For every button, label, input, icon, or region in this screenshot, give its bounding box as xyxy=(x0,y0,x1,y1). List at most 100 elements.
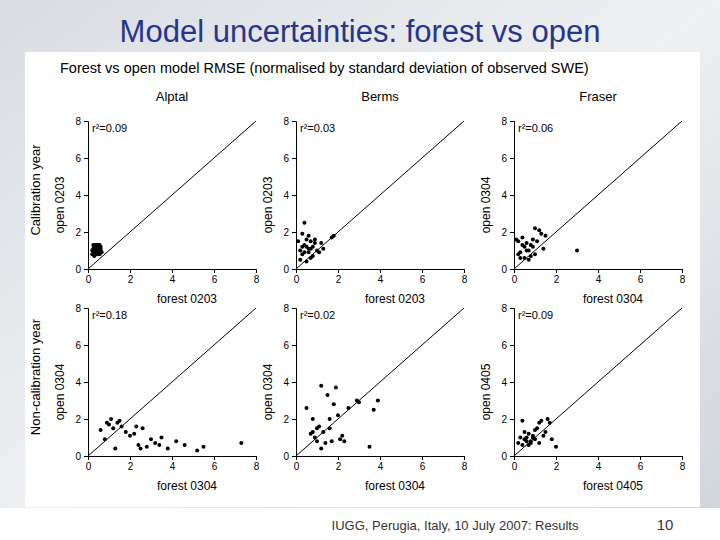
point xyxy=(516,239,520,243)
point xyxy=(525,241,529,245)
tick: 4 xyxy=(596,269,602,285)
tick: 4 xyxy=(283,190,296,201)
tick-label: 6 xyxy=(212,274,218,285)
one-to-one-line xyxy=(296,308,464,456)
point xyxy=(111,426,115,430)
tick: 4 xyxy=(170,456,176,472)
tick: 4 xyxy=(170,269,176,285)
tick-mark xyxy=(510,195,514,196)
point xyxy=(527,443,531,447)
y-axis-label: open 0203 xyxy=(261,176,275,233)
tick-mark xyxy=(640,269,641,273)
x-axis-label: forest 0405 xyxy=(583,479,643,493)
tick-label: 0 xyxy=(501,264,507,275)
tick-mark xyxy=(292,308,296,309)
tick-label: 8 xyxy=(501,116,507,127)
tick: 0 xyxy=(75,451,88,462)
point xyxy=(305,406,309,410)
tick-label: 8 xyxy=(283,116,289,127)
point xyxy=(160,436,164,440)
tick: 2 xyxy=(554,269,560,285)
tick-label: 6 xyxy=(212,461,218,472)
tick-label: 8 xyxy=(462,461,468,472)
tick-mark xyxy=(256,269,257,273)
point xyxy=(529,439,533,443)
plot-area xyxy=(514,121,682,269)
tick: 8 xyxy=(501,116,514,127)
point xyxy=(319,447,323,451)
tick: 4 xyxy=(596,456,602,472)
tick: 0 xyxy=(283,264,296,275)
tick-mark xyxy=(380,269,381,273)
tick-label: 8 xyxy=(283,303,289,314)
tick: 2 xyxy=(128,456,134,472)
tick-label: 4 xyxy=(378,461,384,472)
axis-line xyxy=(297,457,465,461)
point xyxy=(174,439,178,443)
r2-annotation: r²=0.09 xyxy=(92,122,127,134)
tick-label: 2 xyxy=(501,227,507,238)
tick-label: 4 xyxy=(283,190,289,201)
point xyxy=(541,247,545,251)
tick: 2 xyxy=(554,456,560,472)
tick-mark xyxy=(256,456,257,460)
tick-mark xyxy=(84,456,88,457)
point xyxy=(340,434,344,438)
tick-mark xyxy=(292,121,296,122)
tick-label: 0 xyxy=(512,274,518,285)
slide-title: Model uncertainties: forest vs open xyxy=(120,14,601,49)
tick-mark xyxy=(422,269,423,273)
tick: 8 xyxy=(75,116,88,127)
point xyxy=(132,432,136,436)
figure-panel xyxy=(25,52,700,507)
tick: 4 xyxy=(283,377,296,388)
point xyxy=(239,441,243,445)
point xyxy=(554,445,558,449)
tick-mark xyxy=(292,419,296,420)
point xyxy=(307,250,311,254)
point xyxy=(531,245,535,249)
point xyxy=(109,417,113,421)
axis-line xyxy=(84,122,89,270)
y-axis-label: open 0405 xyxy=(479,363,493,420)
point xyxy=(332,234,336,238)
axis-line xyxy=(510,309,515,457)
tick-label: 2 xyxy=(336,274,342,285)
tick-mark xyxy=(598,269,599,273)
point xyxy=(302,250,306,254)
one-to-one-line xyxy=(88,121,256,269)
r2-annotation: r²=0.09 xyxy=(518,309,553,321)
tick-mark xyxy=(380,456,381,460)
tick: 8 xyxy=(680,456,686,472)
tick-label: 6 xyxy=(420,274,426,285)
x-axis-label: forest 0304 xyxy=(157,479,217,493)
point xyxy=(195,448,199,452)
tick-label: 0 xyxy=(501,451,507,462)
point xyxy=(372,408,376,412)
x-axis: 02468 xyxy=(512,269,686,285)
point xyxy=(520,243,524,247)
tick-mark xyxy=(84,195,88,196)
point xyxy=(300,232,304,236)
column-title: Alptal xyxy=(156,89,189,104)
scatter-panel: 0246802468forest 0405open 0405r²=0.09 xyxy=(479,303,686,493)
point xyxy=(376,399,380,403)
point xyxy=(342,439,346,443)
point xyxy=(328,426,332,430)
y-axis-label: open 0304 xyxy=(479,176,493,233)
tick-label: 4 xyxy=(501,377,507,388)
tick-mark xyxy=(464,456,465,460)
point xyxy=(531,434,535,438)
tick: 2 xyxy=(501,414,514,425)
point xyxy=(548,421,552,425)
tick-label: 2 xyxy=(336,461,342,472)
r2-annotation: r²=0.02 xyxy=(300,309,335,321)
tick-label: 2 xyxy=(501,414,507,425)
point xyxy=(527,432,531,436)
tick: 2 xyxy=(128,269,134,285)
y-axis: 02468 xyxy=(283,116,296,275)
tick: 0 xyxy=(294,456,300,472)
tick-mark xyxy=(84,269,88,270)
point xyxy=(321,430,325,434)
background xyxy=(0,0,720,540)
